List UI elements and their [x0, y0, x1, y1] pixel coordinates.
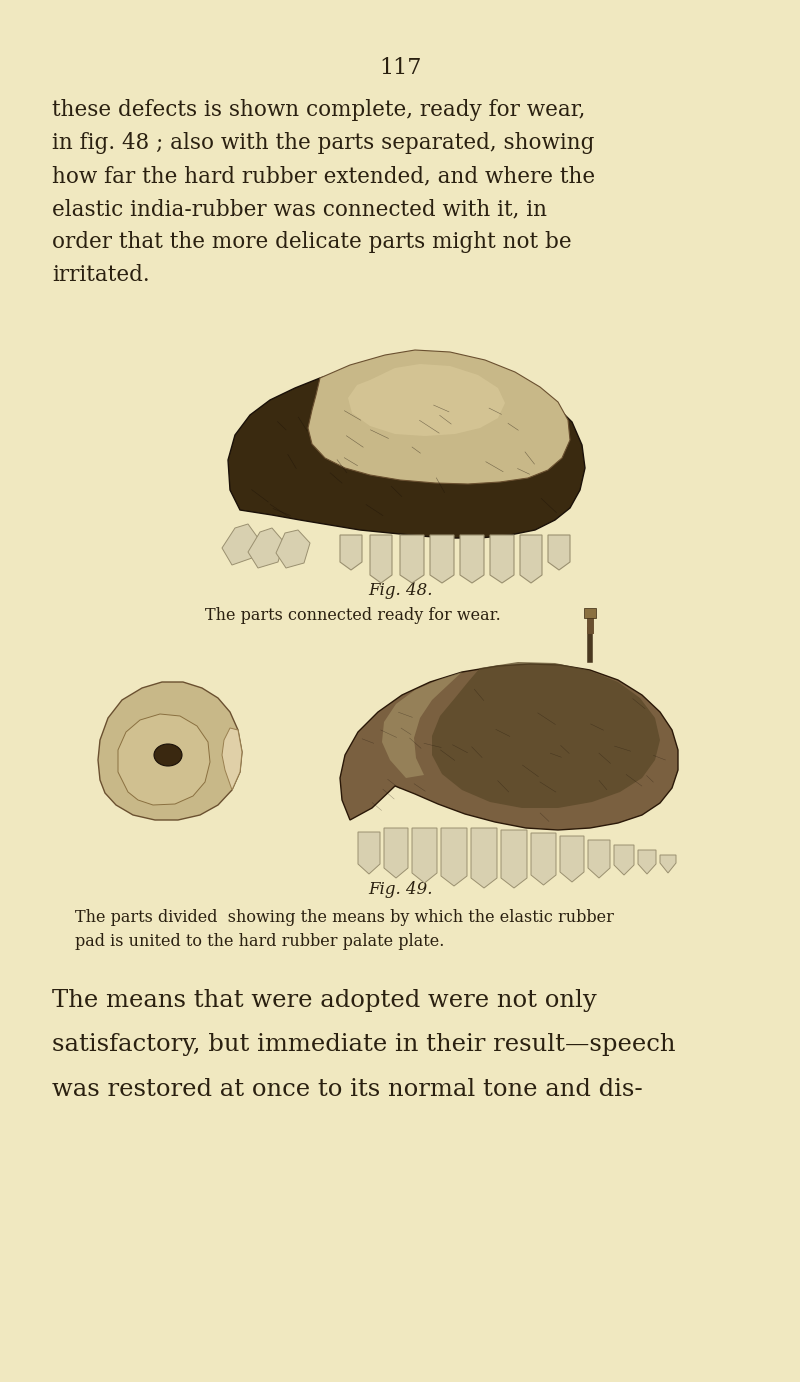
Text: order that the more delicate parts might not be: order that the more delicate parts might… [52, 231, 572, 253]
Polygon shape [441, 828, 467, 886]
Polygon shape [501, 831, 527, 889]
Text: was restored at once to its normal tone and dis-: was restored at once to its normal tone … [52, 1078, 642, 1101]
Text: elastic india-rubber was connected with it, in: elastic india-rubber was connected with … [52, 198, 547, 220]
Polygon shape [222, 524, 258, 565]
Text: these defects is shown complete, ready for wear,: these defects is shown complete, ready f… [52, 100, 586, 122]
Polygon shape [614, 844, 634, 875]
Polygon shape [548, 535, 570, 569]
Polygon shape [471, 828, 497, 889]
Text: The parts divided  showing the means by which the elastic rubber: The parts divided showing the means by w… [75, 909, 614, 926]
Text: Fig. 49.: Fig. 49. [368, 882, 432, 898]
Polygon shape [560, 836, 584, 882]
Polygon shape [248, 528, 284, 568]
Polygon shape [118, 714, 210, 804]
Polygon shape [222, 728, 242, 791]
Polygon shape [460, 535, 484, 583]
Polygon shape [276, 531, 310, 568]
Text: pad is united to the hard rubber palate plate.: pad is united to the hard rubber palate … [75, 933, 444, 951]
Text: 117: 117 [379, 57, 421, 79]
Text: in fig. 48 ; also with the parts separated, showing: in fig. 48 ; also with the parts separat… [52, 133, 594, 153]
Polygon shape [382, 672, 462, 778]
Bar [584, 608, 596, 618]
Polygon shape [490, 535, 514, 583]
Text: satisfactory, but immediate in their result—speech: satisfactory, but immediate in their res… [52, 1034, 675, 1056]
Polygon shape [98, 681, 242, 820]
Polygon shape [520, 535, 542, 583]
Polygon shape [660, 855, 676, 873]
Polygon shape [358, 832, 380, 873]
Text: irritated.: irritated. [52, 264, 150, 286]
Polygon shape [228, 359, 585, 538]
Text: how far the hard rubber extended, and where the: how far the hard rubber extended, and wh… [52, 164, 595, 187]
Polygon shape [348, 363, 505, 435]
Polygon shape [412, 828, 437, 883]
Polygon shape [588, 840, 610, 878]
Polygon shape [531, 833, 556, 884]
Text: Fig. 48.: Fig. 48. [368, 582, 432, 598]
Text: The means that were adopted were not only: The means that were adopted were not onl… [52, 988, 597, 1012]
Polygon shape [340, 535, 362, 569]
Ellipse shape [154, 744, 182, 766]
Polygon shape [340, 663, 678, 831]
Polygon shape [384, 828, 408, 878]
Polygon shape [432, 662, 660, 808]
Polygon shape [308, 350, 570, 484]
Text: The parts connected ready for wear.: The parts connected ready for wear. [205, 607, 501, 623]
Polygon shape [638, 850, 656, 873]
Polygon shape [400, 535, 424, 583]
Polygon shape [370, 535, 392, 583]
Polygon shape [430, 535, 454, 583]
